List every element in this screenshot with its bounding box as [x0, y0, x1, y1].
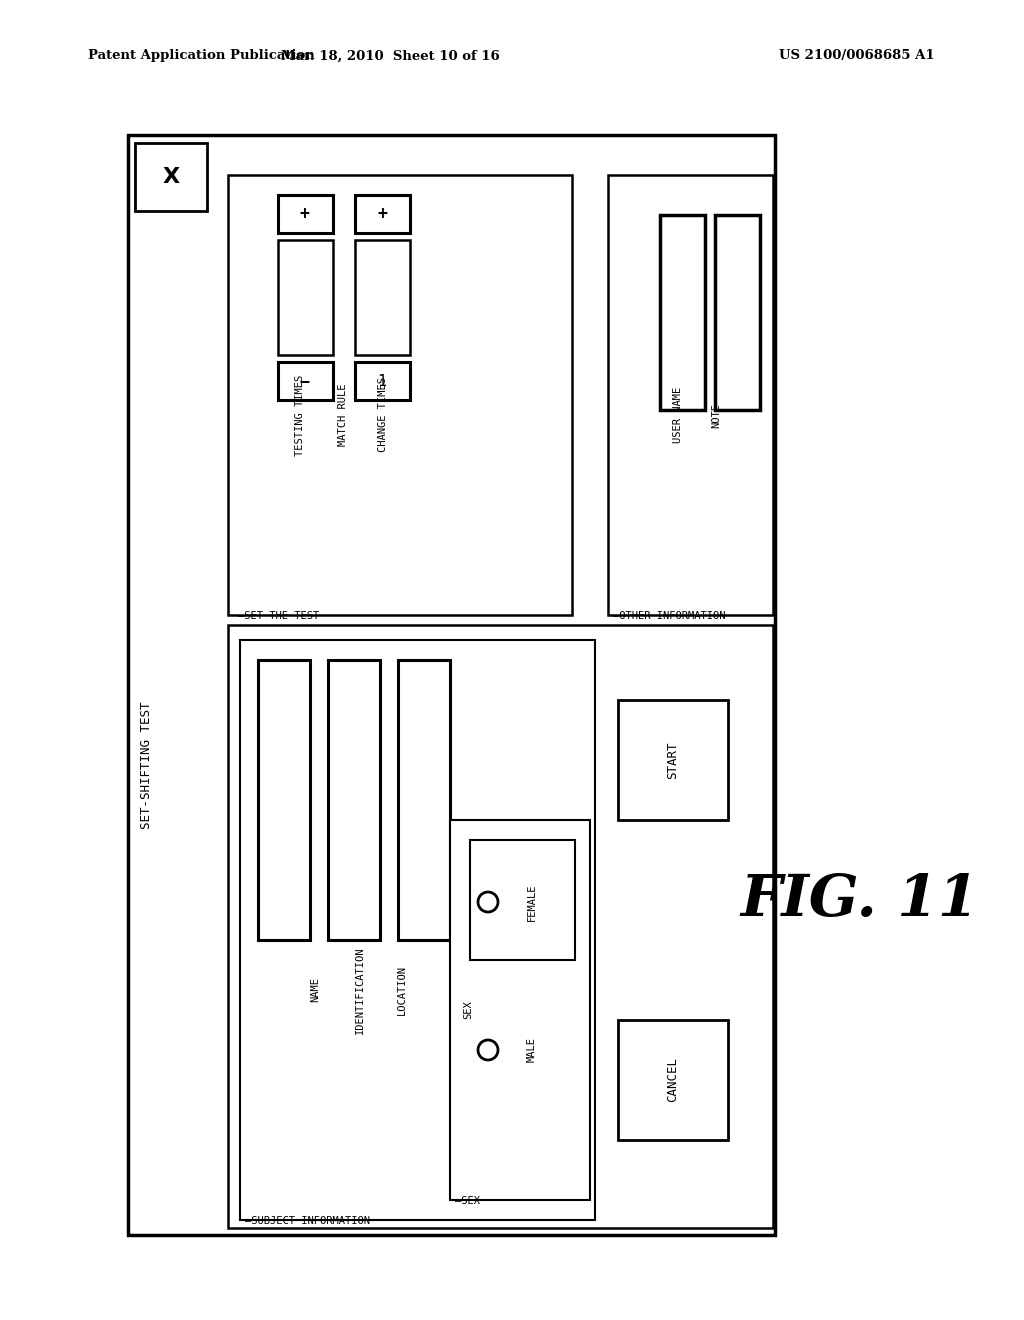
Bar: [608, 176, 773, 615]
Bar: [278, 362, 333, 400]
Text: CANCEL: CANCEL: [667, 1057, 680, 1102]
Bar: [240, 640, 595, 1220]
Bar: [228, 176, 572, 615]
Bar: [228, 624, 773, 1228]
Text: SET-SHIFTING TEST: SET-SHIFTING TEST: [139, 701, 153, 829]
Bar: [355, 195, 410, 234]
Text: CHANGE TIMES: CHANGE TIMES: [378, 378, 388, 453]
Text: TESTING TIMES: TESTING TIMES: [295, 375, 305, 455]
Bar: [278, 195, 333, 234]
Bar: [450, 820, 590, 1200]
Bar: [135, 143, 207, 211]
Bar: [398, 660, 450, 940]
Text: NOTE: NOTE: [711, 403, 721, 428]
Text: USER NAME: USER NAME: [673, 387, 683, 444]
Text: MATCH RULE: MATCH RULE: [338, 384, 348, 446]
Bar: [715, 215, 760, 411]
Text: —SEX: —SEX: [455, 1196, 480, 1206]
Bar: [660, 215, 705, 411]
Text: MALE: MALE: [527, 1038, 537, 1063]
Bar: [258, 660, 310, 940]
Text: START: START: [667, 742, 680, 779]
Bar: [618, 1020, 728, 1140]
Text: IDENTIFICATION: IDENTIFICATION: [355, 946, 365, 1034]
Bar: [328, 660, 380, 940]
Bar: [355, 240, 410, 355]
Text: LOCATION: LOCATION: [397, 965, 407, 1015]
Text: X: X: [163, 168, 179, 187]
Text: Patent Application Publication: Patent Application Publication: [88, 49, 314, 62]
Text: —SET THE TEST: —SET THE TEST: [238, 611, 319, 620]
Bar: [618, 700, 728, 820]
Bar: [470, 840, 575, 960]
Text: FEMALE: FEMALE: [527, 883, 537, 921]
Text: FIG. 11: FIG. 11: [740, 871, 979, 928]
Bar: [278, 240, 333, 355]
Text: −: −: [300, 372, 310, 389]
Text: +: +: [377, 205, 387, 223]
Bar: [355, 362, 410, 400]
Text: —OTHER INFORMATION: —OTHER INFORMATION: [613, 611, 725, 620]
Text: +: +: [300, 205, 310, 223]
Text: 1: 1: [378, 374, 387, 388]
Text: SEX: SEX: [463, 1001, 473, 1019]
Text: US 2100/0068685 A1: US 2100/0068685 A1: [779, 49, 935, 62]
Text: Mar. 18, 2010  Sheet 10 of 16: Mar. 18, 2010 Sheet 10 of 16: [281, 49, 500, 62]
Text: —SUBJECT INFORMATION: —SUBJECT INFORMATION: [245, 1216, 370, 1226]
Text: NAME: NAME: [310, 978, 319, 1002]
Bar: [128, 135, 775, 1236]
